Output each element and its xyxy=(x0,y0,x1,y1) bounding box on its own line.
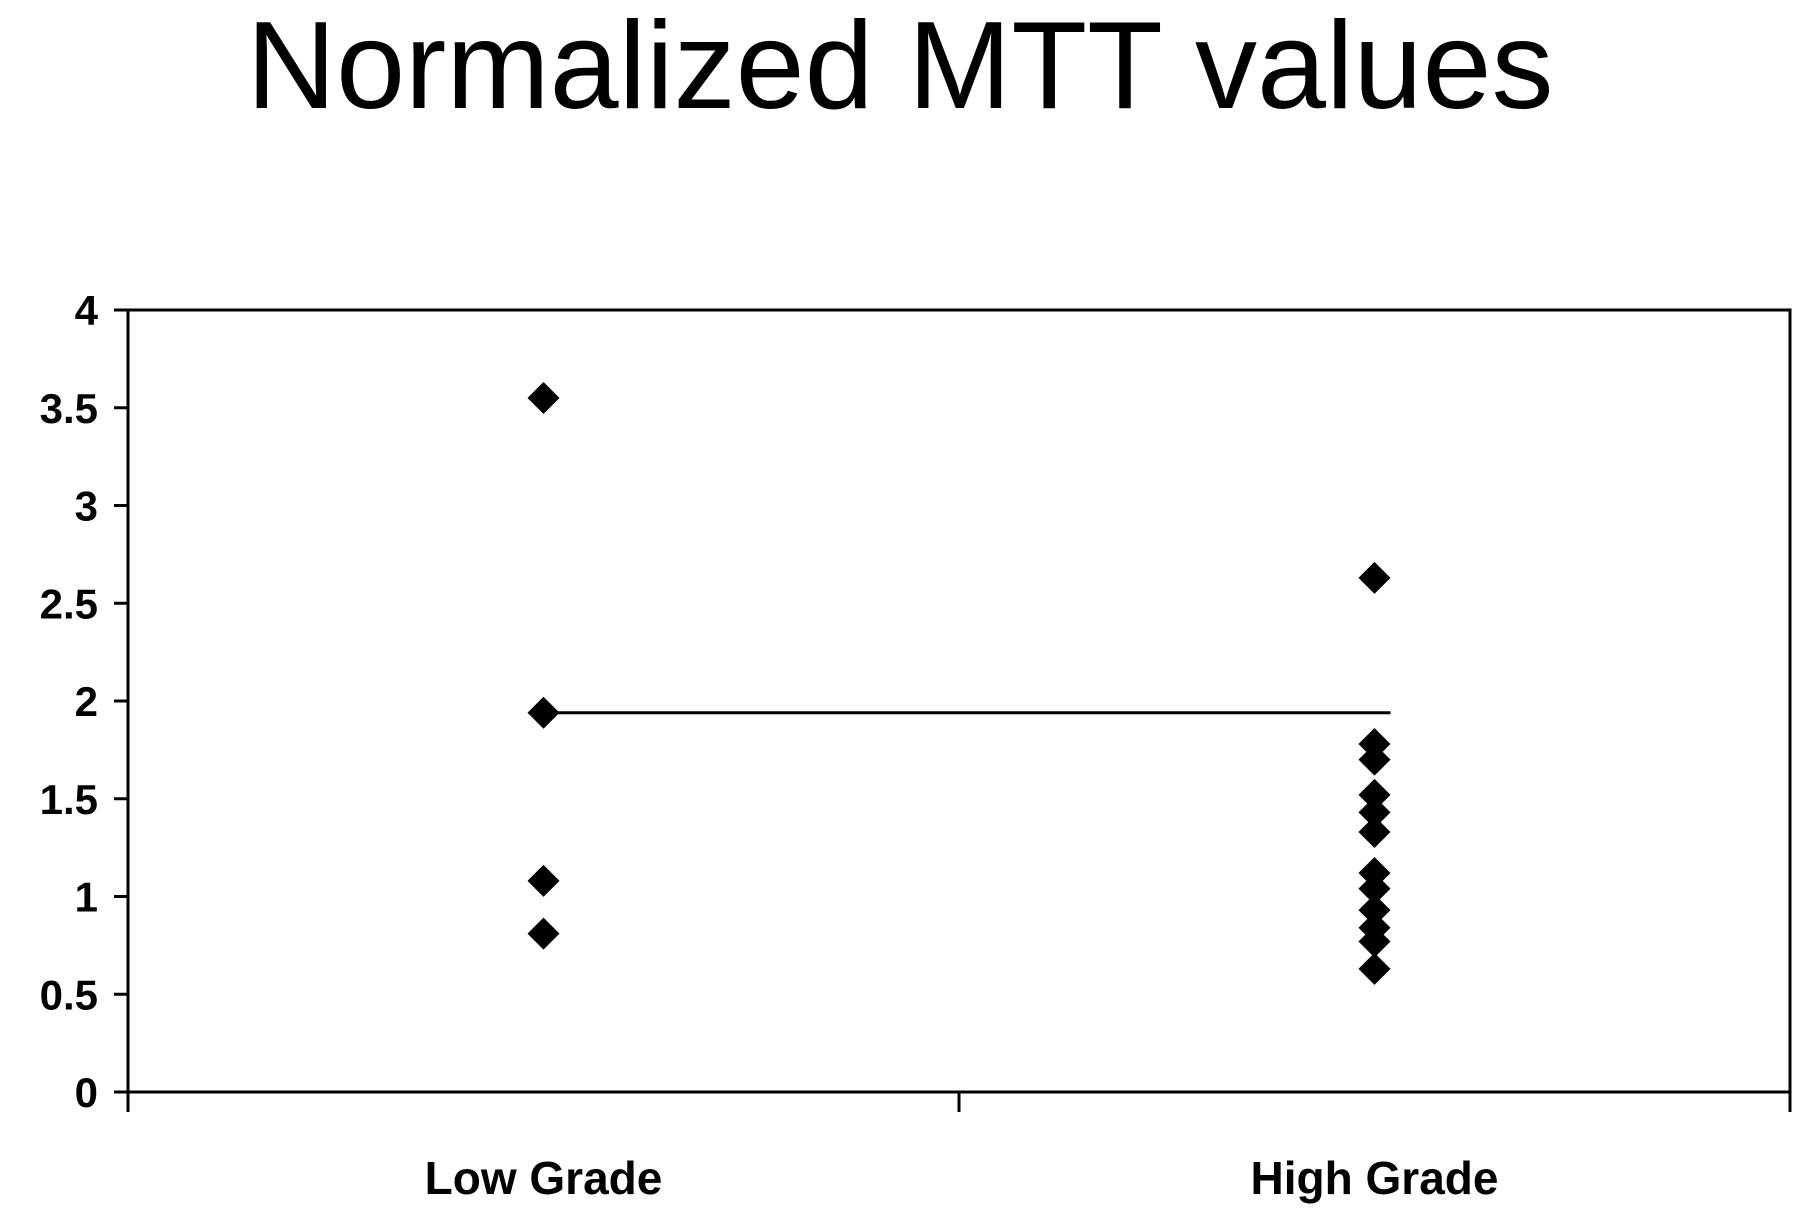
x-axis: Low Grade High Grade xyxy=(126,1092,1792,1204)
y-tick-label: 1 xyxy=(75,874,98,921)
data-point xyxy=(1358,815,1391,848)
data-point xyxy=(527,917,560,950)
y-tick-label: 2 xyxy=(75,678,98,725)
chart-title: Normalized MTT values xyxy=(247,0,1554,135)
data-point xyxy=(527,381,560,414)
y-tick-label: 4 xyxy=(75,287,99,334)
plot-area xyxy=(126,308,1792,1094)
data-point xyxy=(1358,872,1391,905)
data-point xyxy=(1358,952,1391,985)
y-tick-label: 3 xyxy=(75,483,98,530)
data-point xyxy=(1358,925,1391,958)
x-category-label: Low Grade xyxy=(425,1152,663,1204)
data-point xyxy=(1358,796,1391,829)
data-points xyxy=(527,381,1391,985)
data-point xyxy=(527,864,560,897)
y-tick-label: 3.5 xyxy=(40,385,98,432)
data-point xyxy=(1358,894,1391,927)
data-point xyxy=(1358,778,1391,811)
y-tick-label: 0.5 xyxy=(40,971,98,1018)
data-point xyxy=(1358,743,1391,776)
data-point xyxy=(527,696,560,729)
y-tick-label: 0 xyxy=(75,1069,98,1116)
y-tick-label: 1.5 xyxy=(40,776,98,823)
y-tick-label: 2.5 xyxy=(40,580,98,627)
x-category-label: High Grade xyxy=(1251,1152,1499,1204)
plot-border xyxy=(126,308,1792,1094)
data-point xyxy=(1358,561,1391,594)
y-axis: 0 0.5 1 1.5 2 2.5 3 3.5 4 xyxy=(40,287,128,1116)
